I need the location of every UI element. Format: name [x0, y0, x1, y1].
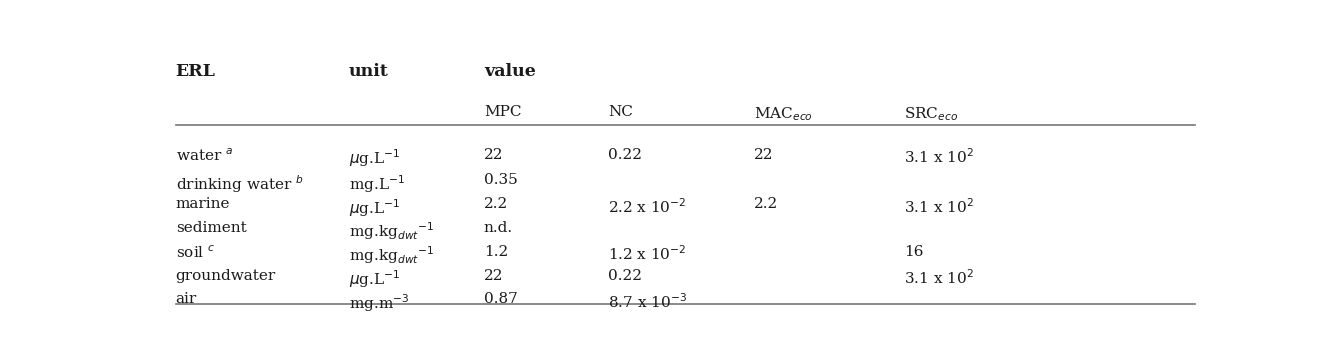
Text: 1.2: 1.2: [483, 245, 507, 259]
Text: sediment: sediment: [175, 221, 246, 235]
Text: soil $^{c}$: soil $^{c}$: [175, 245, 216, 261]
Text: mg.L$^{-1}$: mg.L$^{-1}$: [349, 173, 404, 195]
Text: 16: 16: [904, 245, 924, 259]
Text: 1.2 x 10$^{-2}$: 1.2 x 10$^{-2}$: [608, 245, 687, 263]
Text: marine: marine: [175, 197, 230, 211]
Text: NC: NC: [608, 105, 633, 119]
Text: $\mu$g.L$^{-1}$: $\mu$g.L$^{-1}$: [349, 268, 400, 290]
Text: 2.2: 2.2: [483, 197, 507, 211]
Text: air: air: [175, 293, 197, 306]
Text: 3.1 x 10$^{2}$: 3.1 x 10$^{2}$: [904, 268, 973, 287]
Text: value: value: [483, 63, 536, 80]
Text: 0.22: 0.22: [608, 268, 643, 283]
Text: 2.2: 2.2: [754, 197, 778, 211]
Text: 3.1 x 10$^{2}$: 3.1 x 10$^{2}$: [904, 148, 973, 166]
Text: n.d.: n.d.: [483, 221, 513, 235]
Text: SRC$_{eco}$: SRC$_{eco}$: [904, 105, 959, 123]
Text: 3.1 x 10$^{2}$: 3.1 x 10$^{2}$: [904, 197, 973, 216]
Text: water $^{a}$: water $^{a}$: [175, 148, 233, 164]
Text: 22: 22: [483, 268, 503, 283]
Text: mg.m$^{-3}$: mg.m$^{-3}$: [349, 293, 410, 314]
Text: 22: 22: [754, 148, 773, 162]
Text: 0.22: 0.22: [608, 148, 643, 162]
Text: 0.35: 0.35: [483, 173, 518, 187]
Text: MAC$_{eco}$: MAC$_{eco}$: [754, 105, 813, 123]
Text: 22: 22: [483, 148, 503, 162]
Text: 0.87: 0.87: [483, 293, 518, 306]
Text: mg.kg$_{dwt}$$^{-1}$: mg.kg$_{dwt}$$^{-1}$: [349, 245, 434, 266]
Text: $\mu$g.L$^{-1}$: $\mu$g.L$^{-1}$: [349, 197, 400, 218]
Text: MPC: MPC: [483, 105, 521, 119]
Text: mg.kg$_{dwt}$$^{-1}$: mg.kg$_{dwt}$$^{-1}$: [349, 221, 434, 243]
Text: 2.2 x 10$^{-2}$: 2.2 x 10$^{-2}$: [608, 197, 687, 216]
Text: drinking water $^{b}$: drinking water $^{b}$: [175, 173, 304, 195]
Text: groundwater: groundwater: [175, 268, 276, 283]
Text: ERL: ERL: [175, 63, 216, 80]
Text: $\mu$g.L$^{-1}$: $\mu$g.L$^{-1}$: [349, 148, 400, 169]
Text: unit: unit: [349, 63, 388, 80]
Text: 8.7 x 10$^{-3}$: 8.7 x 10$^{-3}$: [608, 293, 687, 311]
